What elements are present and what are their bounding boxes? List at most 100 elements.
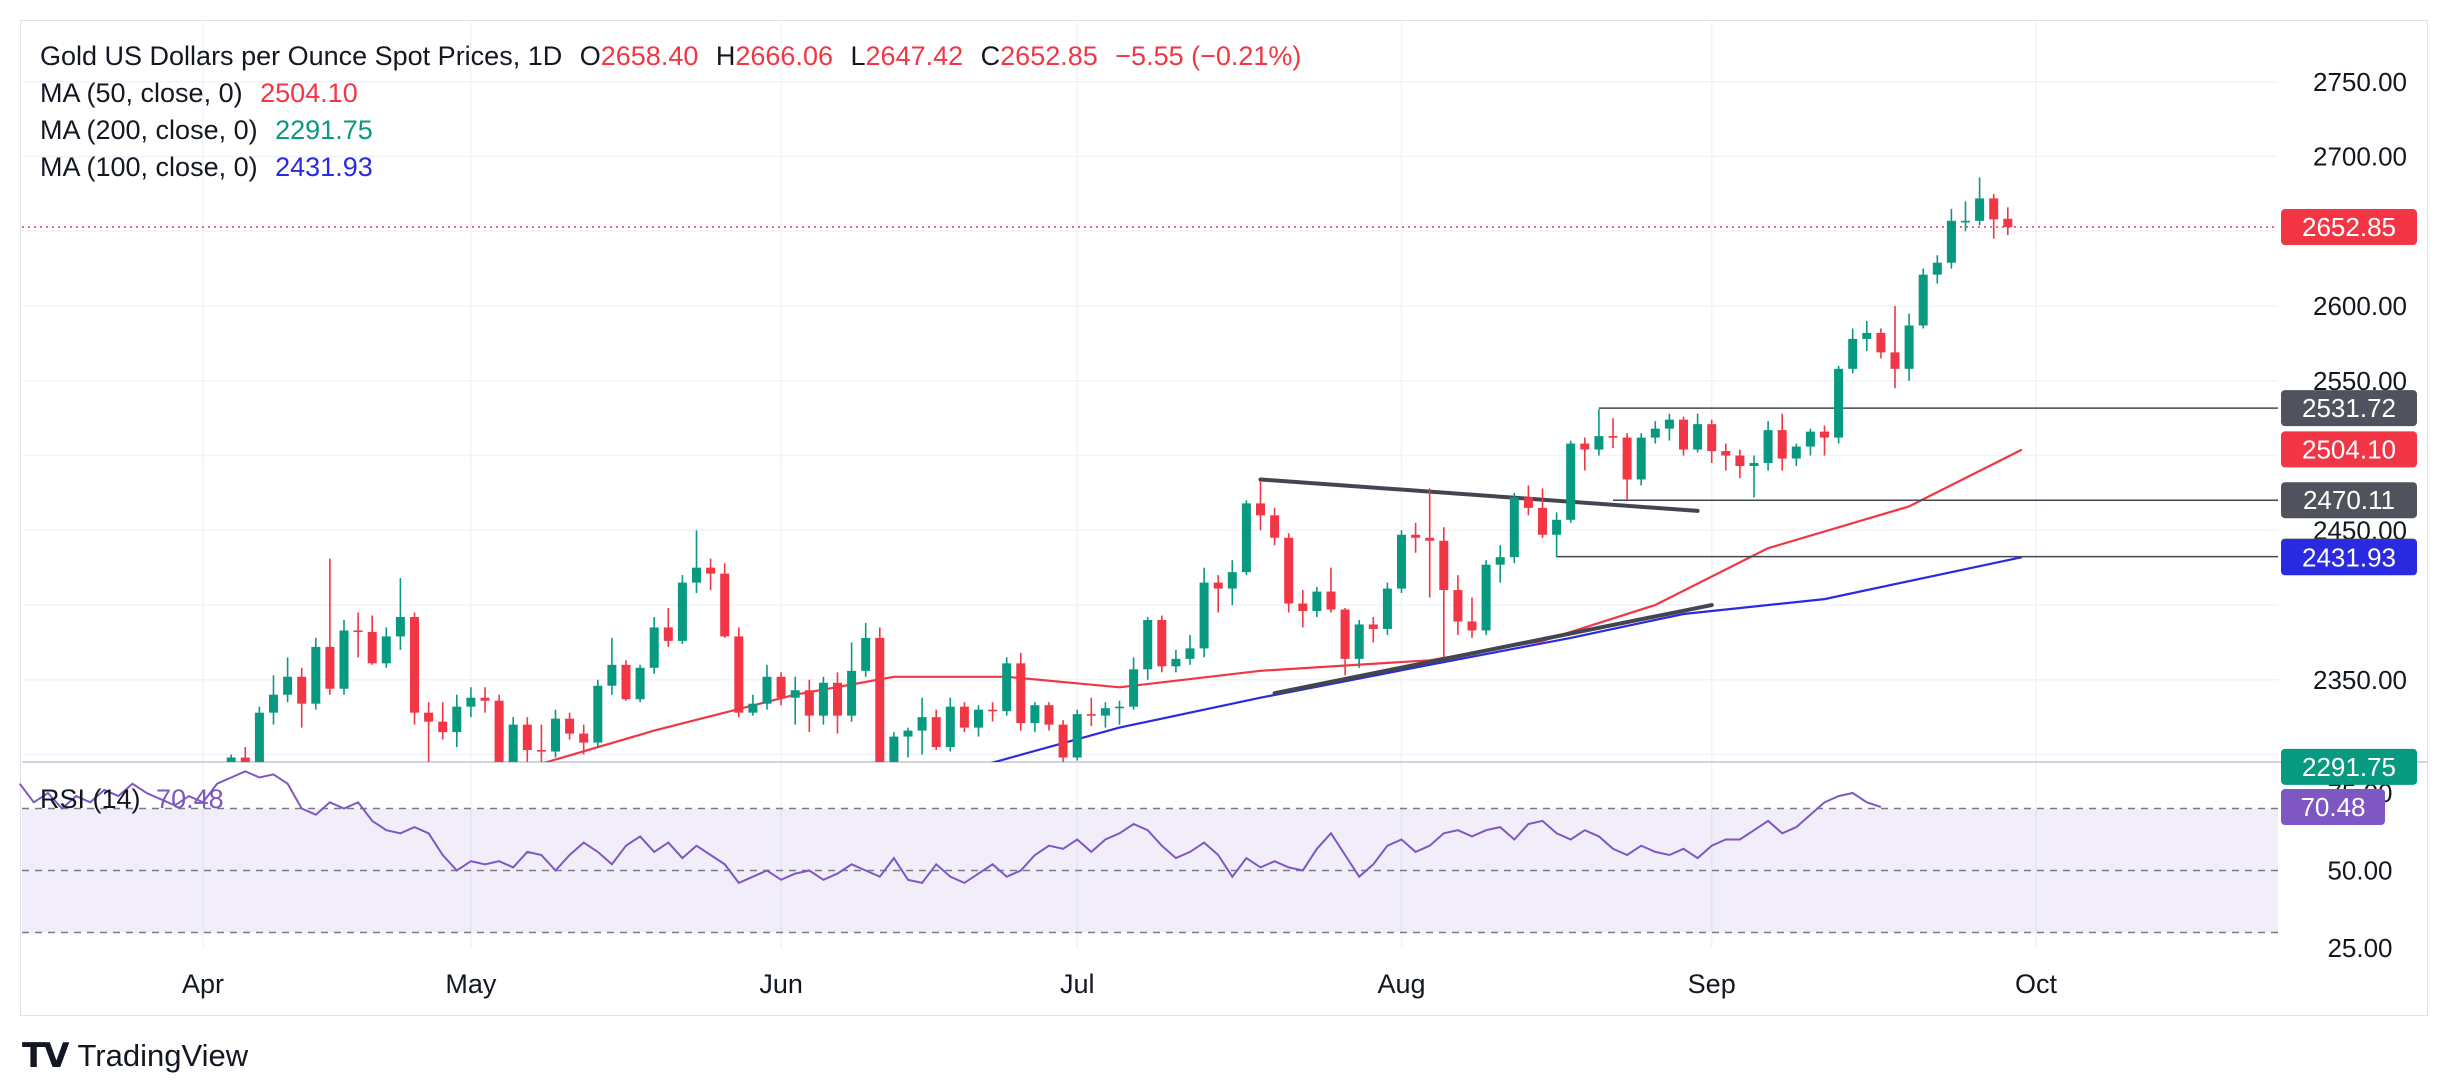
candle-body[interactable]	[1862, 332, 1872, 339]
trendline[interactable]	[1272, 603, 1714, 696]
candle-body[interactable]	[508, 724, 518, 776]
price-tag[interactable]	[2281, 431, 2417, 468]
candle-body[interactable]	[1679, 419, 1688, 450]
candle-body[interactable]	[1030, 705, 1040, 724]
candle-body[interactable]	[734, 636, 744, 713]
candle-body[interactable]	[1256, 503, 1265, 516]
candle-body[interactable]	[1975, 198, 1985, 221]
candle-body[interactable]	[1495, 557, 1505, 565]
candle-body[interactable]	[833, 682, 842, 716]
candle-body[interactable]	[1382, 588, 1392, 629]
candle-body[interactable]	[551, 718, 560, 752]
candle-body[interactable]	[254, 712, 264, 770]
candle-body[interactable]	[1693, 424, 1703, 450]
candle-body[interactable]	[240, 757, 250, 770]
candle-body[interactable]	[1115, 706, 1124, 709]
candle-body[interactable]	[1481, 564, 1491, 631]
price-tag[interactable]	[2281, 539, 2417, 576]
price-tag[interactable]	[2281, 482, 2417, 519]
candle-body[interactable]	[283, 676, 293, 695]
candle-body[interactable]	[1876, 332, 1886, 353]
candle-body[interactable]	[381, 636, 391, 664]
candle-body[interactable]	[353, 630, 363, 633]
candle-body[interactable]	[452, 706, 462, 733]
candle-body[interactable]	[1213, 582, 1223, 589]
candle-body[interactable]	[1199, 582, 1209, 649]
candle-body[interactable]	[1284, 537, 1294, 604]
candle-body[interactable]	[1241, 503, 1251, 573]
candle-body[interactable]	[1918, 274, 1928, 326]
candle-body[interactable]	[1425, 537, 1435, 541]
candle-body[interactable]	[959, 706, 969, 728]
candle-body[interactable]	[1636, 437, 1646, 480]
candle-body[interactable]	[1946, 220, 1956, 263]
candle-body[interactable]	[1326, 591, 1336, 610]
candle-body[interactable]	[466, 697, 476, 707]
candle-body[interactable]	[311, 646, 321, 704]
legend-ma100-row[interactable]: MA (100, close, 0) 2431.93	[40, 149, 1301, 186]
candle-body[interactable]	[1650, 428, 1660, 438]
candle-body[interactable]	[1580, 443, 1590, 450]
candle-body[interactable]	[1397, 534, 1406, 589]
candle-body[interactable]	[776, 676, 786, 698]
legend-ma50-row[interactable]: MA (50, close, 0) 2504.10	[40, 75, 1301, 112]
candle-body[interactable]	[1834, 368, 1844, 438]
candle-body[interactable]	[1594, 436, 1604, 450]
candle-body[interactable]	[579, 733, 589, 743]
rsi-tag[interactable]	[2281, 789, 2385, 826]
legend-ma200-row[interactable]: MA (200, close, 0) 2291.75	[40, 112, 1301, 149]
candle-body[interactable]	[790, 690, 800, 698]
candle-body[interactable]	[226, 757, 236, 785]
candle-body[interactable]	[635, 667, 645, 700]
candle-body[interactable]	[1143, 619, 1153, 670]
candle-body[interactable]	[692, 567, 701, 583]
candle-body[interactable]	[1072, 714, 1082, 758]
candle-body[interactable]	[720, 573, 730, 637]
candle-body[interactable]	[1312, 591, 1322, 612]
candle-body[interactable]	[424, 712, 434, 722]
candle-body[interactable]	[1058, 724, 1068, 758]
candle-body[interactable]	[1904, 325, 1914, 369]
rsi-line[interactable]	[18, 770, 1882, 885]
candle-body[interactable]	[1439, 540, 1449, 591]
candle-body[interactable]	[677, 582, 687, 641]
candle-body[interactable]	[1961, 220, 1970, 223]
candle-body[interactable]	[1298, 603, 1308, 612]
candle-body[interactable]	[988, 709, 998, 712]
price-tag[interactable]	[2281, 748, 2417, 785]
candle-body[interactable]	[1467, 621, 1477, 631]
candle-body[interactable]	[875, 637, 885, 764]
candle-body[interactable]	[1566, 443, 1576, 520]
candle-body[interactable]	[1157, 619, 1167, 667]
candle-body[interactable]	[1100, 708, 1110, 716]
candle-body[interactable]	[1791, 446, 1801, 459]
candle-body[interactable]	[339, 630, 349, 689]
candle-body[interactable]	[945, 706, 955, 748]
candle-body[interactable]	[1735, 455, 1745, 466]
candle-body[interactable]	[367, 631, 377, 664]
candle-body[interactable]	[1340, 609, 1350, 659]
candle-body[interactable]	[1354, 624, 1364, 659]
candle-body[interactable]	[1848, 338, 1858, 369]
candle-body[interactable]	[649, 627, 659, 668]
candle-body[interactable]	[1270, 515, 1280, 538]
candle-body[interactable]	[565, 718, 575, 734]
candle-body[interactable]	[974, 709, 983, 728]
candle-body[interactable]	[1129, 669, 1139, 707]
candle-body[interactable]	[1890, 352, 1900, 369]
candle-body[interactable]	[1523, 497, 1533, 508]
candle-body[interactable]	[1622, 437, 1632, 480]
candle-body[interactable]	[607, 664, 617, 686]
candle-body[interactable]	[818, 682, 828, 716]
candle-body[interactable]	[2003, 218, 2013, 228]
candle-body[interactable]	[1002, 663, 1012, 712]
candle-body[interactable]	[522, 724, 532, 751]
candle-body[interactable]	[1185, 648, 1195, 659]
candle-body[interactable]	[1538, 507, 1547, 535]
candle-body[interactable]	[269, 694, 278, 713]
ma-line[interactable]	[809, 556, 2023, 799]
candle-body[interactable]	[1552, 519, 1562, 535]
candle-body[interactable]	[931, 717, 941, 748]
candle-body[interactable]	[325, 646, 335, 689]
